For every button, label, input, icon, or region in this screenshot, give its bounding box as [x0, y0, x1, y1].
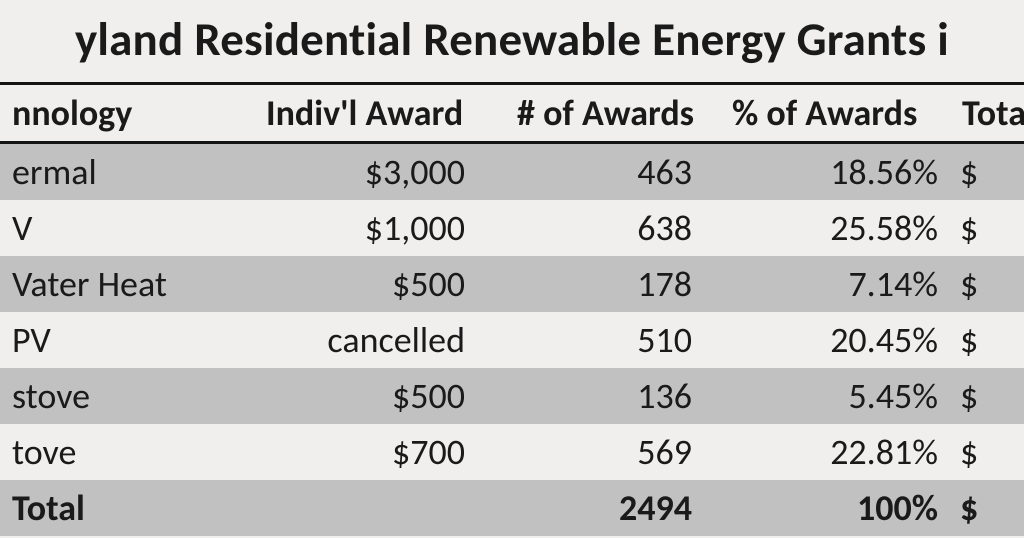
col-num-awards: # of Awards [505, 84, 720, 143]
table-row: V $1,000 638 25.58% $ [0, 200, 1024, 256]
cell-pct: 22.81% [720, 424, 950, 480]
cell-num: 638 [505, 200, 720, 256]
cell-num: 463 [505, 143, 720, 201]
page-title: yland Residential Renewable Energy Grant… [0, 0, 1024, 82]
cell-technology: PV [0, 312, 260, 368]
col-pct-awards: % of Awards [720, 84, 950, 143]
cell-award: $1,000 [260, 200, 505, 256]
cell-total: $ [950, 143, 1024, 201]
col-total: Tota [950, 84, 1024, 143]
cell-technology: ermal [0, 143, 260, 201]
grants-table: nnology Indiv'l Award # of Awards % of A… [0, 82, 1024, 536]
cell-pct: 7.14% [720, 256, 950, 312]
col-technology: nnology [0, 84, 260, 143]
cell-pct: 5.45% [720, 368, 950, 424]
cell-technology: stove [0, 368, 260, 424]
cell-total-pct: 100% [720, 480, 950, 536]
table-row: ermal $3,000 463 18.56% $ [0, 143, 1024, 201]
cell-total: $ [950, 256, 1024, 312]
cell-award: $3,000 [260, 143, 505, 201]
cell-award: cancelled [260, 312, 505, 368]
cell-award: $700 [260, 424, 505, 480]
cell-total: $ [950, 368, 1024, 424]
table-header-row: nnology Indiv'l Award # of Awards % of A… [0, 84, 1024, 143]
cell-technology: V [0, 200, 260, 256]
table-row: tove $700 569 22.81% $ [0, 424, 1024, 480]
cell-award: $500 [260, 256, 505, 312]
table-row: Vater Heat $500 178 7.14% $ [0, 256, 1024, 312]
table-body: ermal $3,000 463 18.56% $ V $1,000 638 2… [0, 143, 1024, 537]
cell-num: 178 [505, 256, 720, 312]
cell-award: $500 [260, 368, 505, 424]
cell-total-label: Total [0, 480, 260, 536]
cell-total: $ [950, 424, 1024, 480]
cell-num: 510 [505, 312, 720, 368]
cell-total: $ [950, 312, 1024, 368]
col-indiv-award: Indiv'l Award [260, 84, 505, 143]
cell-technology: Vater Heat [0, 256, 260, 312]
table-row: stove $500 136 5.45% $ [0, 368, 1024, 424]
page: yland Residential Renewable Energy Grant… [0, 0, 1024, 538]
table-total-row: Total 2494 100% $ [0, 480, 1024, 536]
table-row: PV cancelled 510 20.45% $ [0, 312, 1024, 368]
cell-num: 569 [505, 424, 720, 480]
cell-total-num: 2494 [505, 480, 720, 536]
cell-pct: 18.56% [720, 143, 950, 201]
cell-pct: 25.58% [720, 200, 950, 256]
cell-pct: 20.45% [720, 312, 950, 368]
cell-num: 136 [505, 368, 720, 424]
cell-total-award [260, 480, 505, 536]
cell-total: $ [950, 200, 1024, 256]
cell-total-total: $ [950, 480, 1024, 536]
cell-technology: tove [0, 424, 260, 480]
